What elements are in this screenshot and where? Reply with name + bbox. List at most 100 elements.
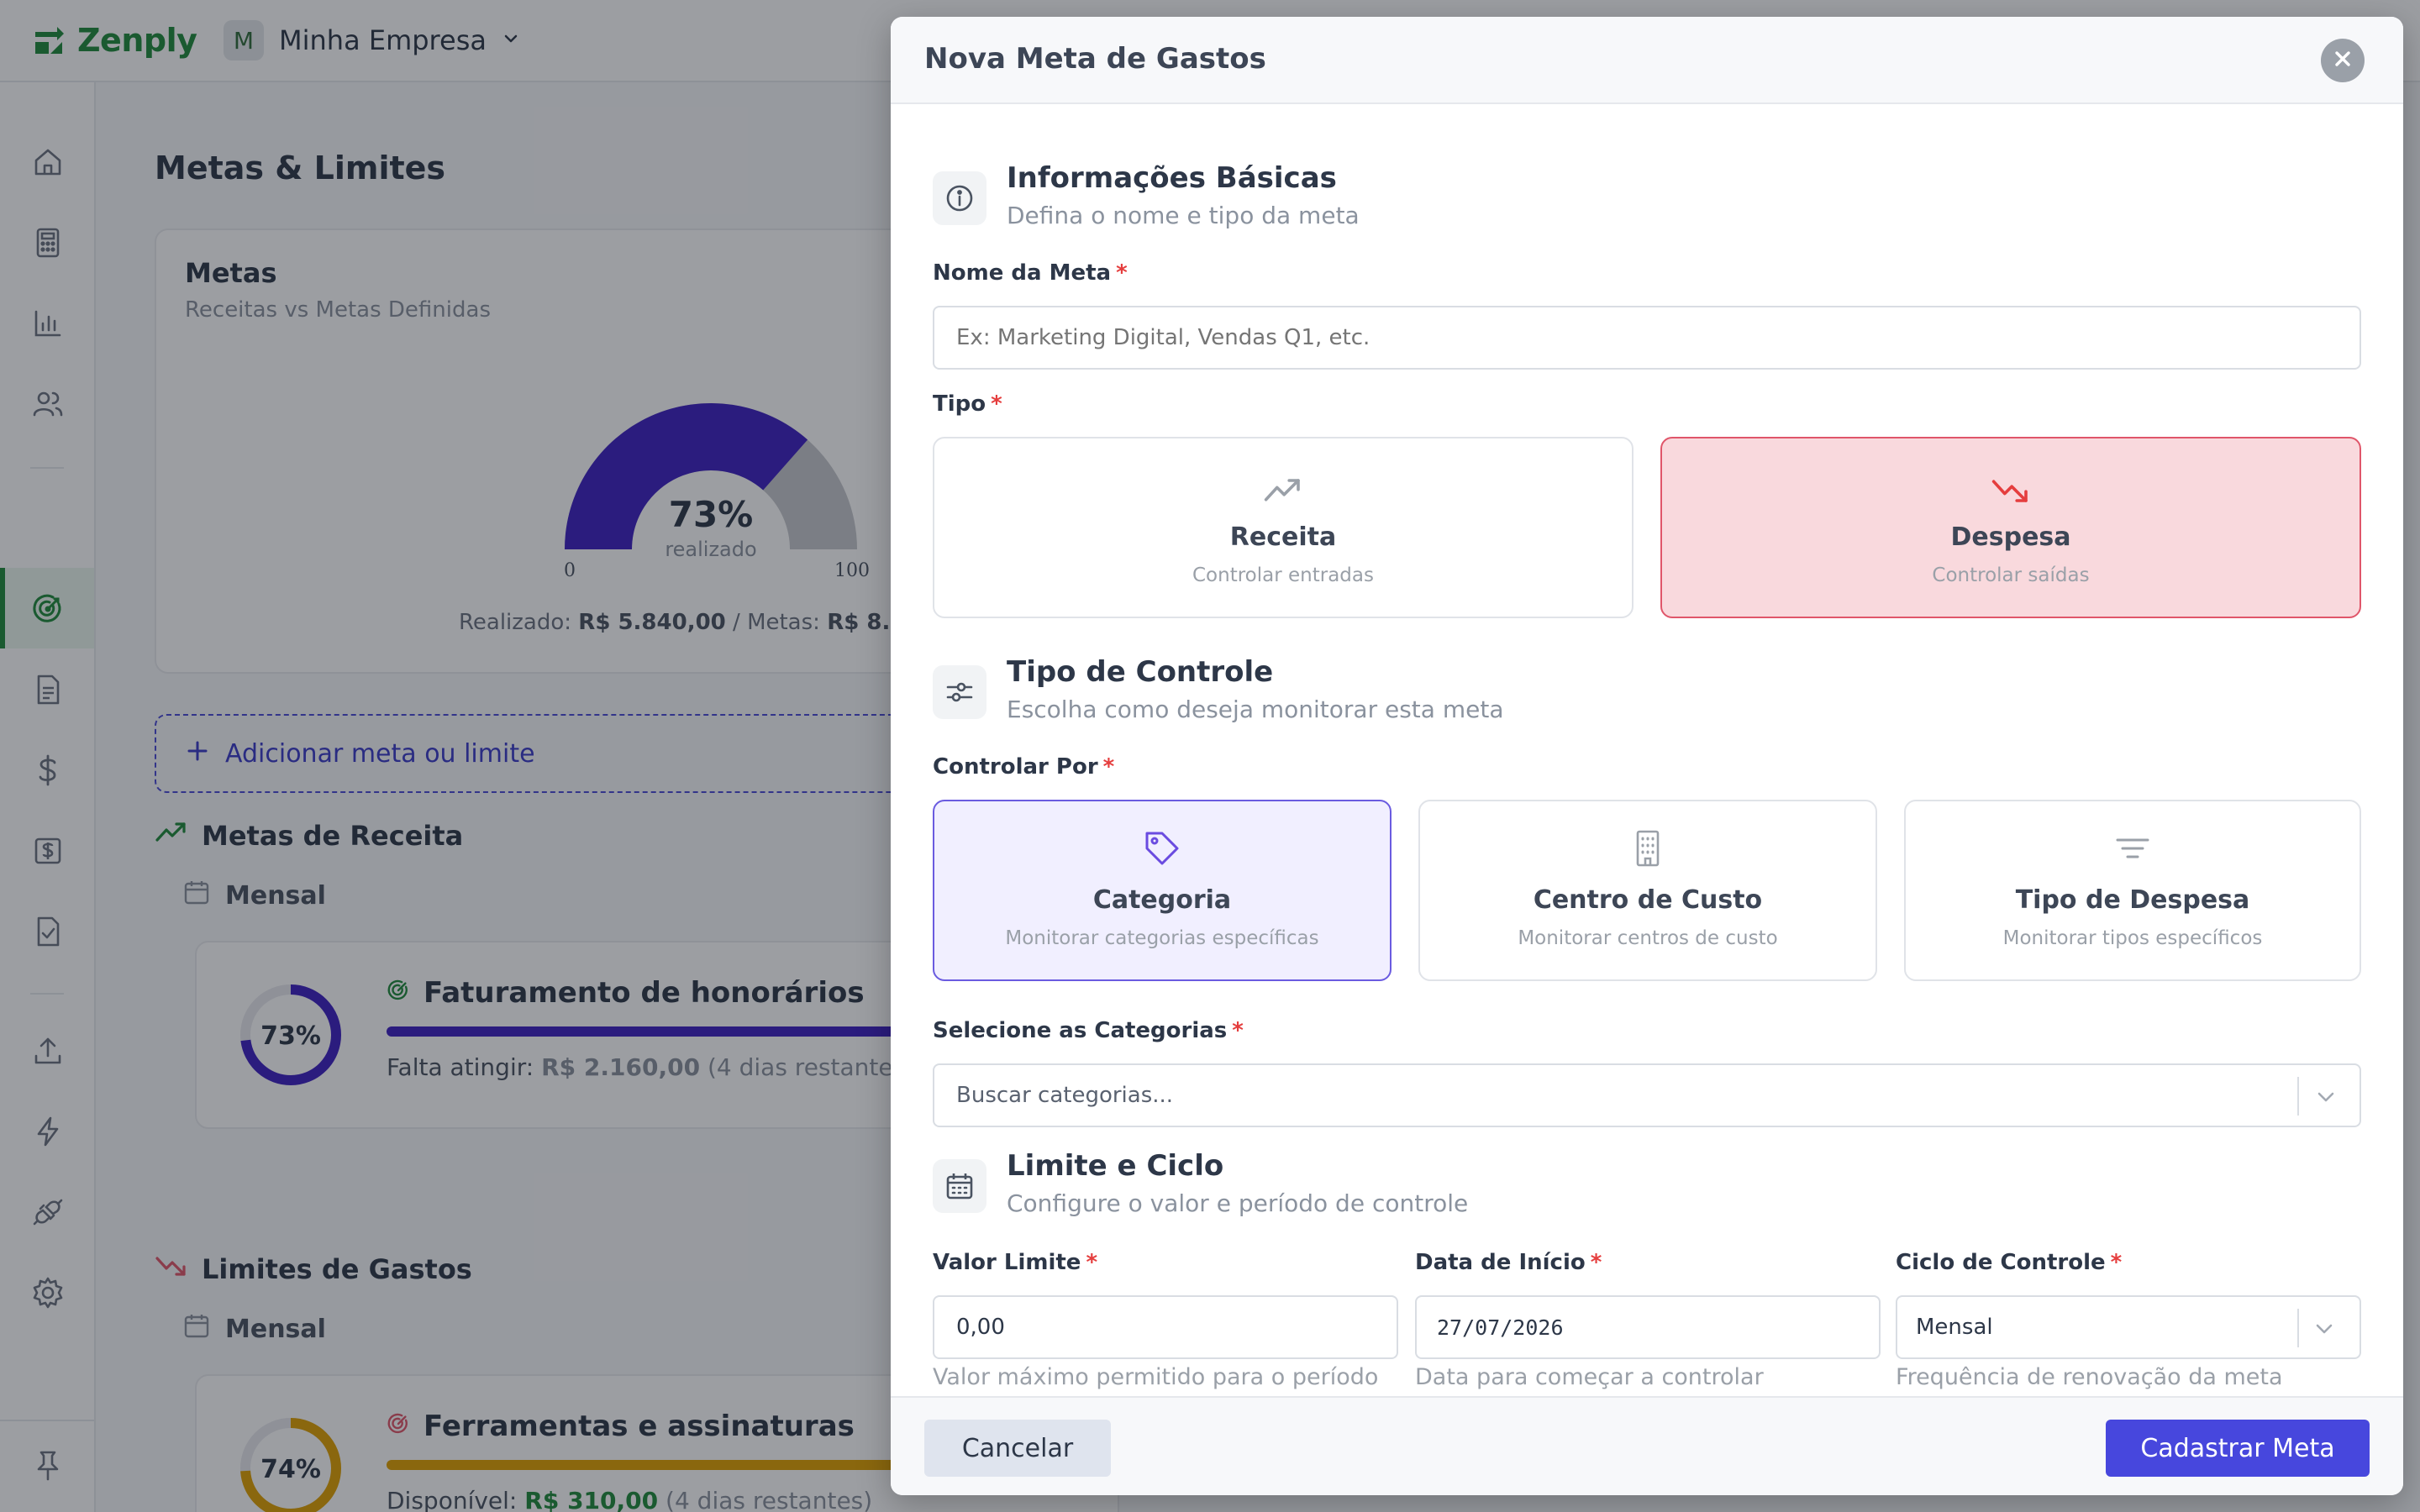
goal-foot-extra: (4 dias restantes) — [707, 1053, 915, 1081]
cancel-button[interactable]: Cancelar — [924, 1420, 1111, 1477]
start-date-label: Data de Início * — [1415, 1250, 1602, 1275]
app-logo[interactable]: Zenply — [32, 22, 197, 59]
type-option-title: Receita — [1229, 522, 1337, 552]
receipt-icon[interactable] — [29, 832, 67, 870]
limit-value-label-text: Valor Limite — [933, 1250, 1081, 1275]
bar-chart-icon[interactable] — [29, 304, 67, 343]
goal-footer: Falta atingir: R$ 2.160,00 (4 dias resta… — [387, 1053, 914, 1081]
start-date-input[interactable]: 27/07/2026 — [1415, 1295, 1881, 1359]
goal-name-label: Nome da Meta * — [933, 260, 1128, 286]
control-option-title: Categoria — [1092, 885, 1232, 915]
goals-card-subtitle: Receitas vs Metas Definidas — [185, 297, 491, 323]
type-option-expense[interactable]: Despesa Controlar saídas — [1660, 437, 2361, 618]
cycle-value: Mensal — [1916, 1315, 1993, 1340]
goal-name-input[interactable] — [933, 306, 2361, 370]
expense-section-title: Limites de Gastos — [202, 1253, 472, 1285]
summary-label-realized: Realizado: — [459, 610, 572, 635]
chevron-down-icon — [2314, 1085, 2338, 1115]
control-option-category[interactable]: Categoria Monitorar categorias específic… — [933, 800, 1392, 981]
users-icon[interactable] — [29, 385, 67, 423]
required-mark: * — [1086, 1250, 1098, 1275]
type-option-revenue[interactable]: Receita Controlar entradas — [933, 437, 1634, 618]
control-option-expense-type[interactable]: Tipo de Despesa Monitorar tipos específi… — [1904, 800, 2361, 981]
expense-section-header: Limites de Gastos — [155, 1253, 472, 1285]
goal-foot-value: R$ 310,00 — [524, 1487, 659, 1512]
goal-title: Faturamento de honorários — [424, 976, 865, 1010]
calculator-icon[interactable] — [29, 223, 67, 262]
company-switcher[interactable]: M Minha Empresa — [224, 20, 520, 60]
start-date-help: Data para começar a controlar — [1415, 1364, 1764, 1390]
basic-section-title: Informações Básicas — [1007, 161, 1337, 195]
progress-ring-fill — [240, 1418, 341, 1512]
gauge-min: 0 — [564, 560, 576, 581]
lightning-icon[interactable] — [29, 1112, 67, 1151]
gauge-max: 100 — [834, 560, 870, 581]
goal-foot-label: Disponível: — [387, 1487, 518, 1512]
target-icon[interactable] — [29, 590, 67, 628]
document-icon[interactable] — [29, 670, 67, 709]
type-option-subtitle: Controlar entradas — [1192, 564, 1374, 586]
tag-icon — [1140, 827, 1184, 870]
chevron-down-icon — [502, 29, 520, 51]
close-button[interactable] — [2321, 39, 2365, 82]
app-name: Zenply — [77, 22, 197, 59]
add-goal-button[interactable]: Adicionar meta ou limite — [155, 714, 1079, 793]
categories-select[interactable]: Buscar categorias... — [933, 1063, 2361, 1127]
limit-section-subtitle: Configure o valor e período de controle — [1007, 1189, 1469, 1217]
goal-foot-extra: (4 dias restantes) — [666, 1487, 873, 1512]
home-icon[interactable] — [29, 143, 67, 181]
start-date-value: 27/07/2026 — [1437, 1315, 1564, 1340]
progress-ring-fill — [240, 984, 341, 1085]
required-mark: * — [1590, 1250, 1602, 1275]
cycle-label-text: Ciclo de Controle — [1896, 1250, 2106, 1275]
cycle-help: Frequência de renovação da meta — [1896, 1364, 2283, 1390]
trending-down-icon — [155, 1253, 188, 1285]
calendar-icon — [183, 1312, 210, 1346]
target-icon — [387, 1410, 410, 1443]
control-by-label: Controlar Por * — [933, 754, 1114, 780]
revenue-section-header: Metas de Receita — [155, 820, 463, 852]
expense-period-header: Mensal — [183, 1312, 326, 1346]
dollar-icon[interactable] — [29, 751, 67, 790]
required-mark: * — [991, 391, 1002, 417]
close-icon — [2333, 49, 2353, 72]
company-name: Minha Empresa — [279, 24, 487, 56]
cycle-select[interactable]: Mensal — [1896, 1295, 2361, 1359]
control-by-label-text: Controlar Por — [933, 754, 1098, 780]
pin-icon[interactable] — [29, 1446, 67, 1485]
categories-label-text: Selecione as Categorias — [933, 1018, 1228, 1043]
company-avatar: M — [224, 20, 264, 60]
gear-icon[interactable] — [29, 1273, 67, 1312]
modal-title: Nova Meta de Gastos — [924, 42, 1266, 76]
summary-value-realized: R$ 5.840,00 — [578, 610, 726, 635]
submit-button[interactable]: Cadastrar Meta — [2106, 1420, 2370, 1477]
modal-footer: Cancelar Cadastrar Meta — [891, 1396, 2403, 1495]
checklist-icon[interactable] — [29, 912, 67, 951]
control-option-cost-center[interactable]: Centro de Custo Monitorar centros de cus… — [1418, 800, 1877, 981]
limit-value-input[interactable]: 0,00 — [933, 1295, 1398, 1359]
trending-up-icon — [155, 820, 188, 852]
sliders-icon — [933, 665, 986, 719]
sidebar-divider — [30, 467, 64, 469]
trending-up-icon — [1261, 469, 1305, 512]
building-icon — [1626, 827, 1670, 870]
filter-icon — [2111, 827, 2154, 870]
summary-separator: / — [733, 610, 740, 635]
trending-down-icon — [1989, 469, 2033, 512]
cycle-label: Ciclo de Controle * — [1896, 1250, 2122, 1275]
limit-section-title: Limite e Ciclo — [1007, 1149, 1224, 1183]
control-option-title: Tipo de Despesa — [2015, 885, 2250, 915]
gauge-caption: realizado — [665, 538, 756, 561]
upload-icon[interactable] — [29, 1032, 67, 1070]
goal-footer: Disponível: R$ 310,00 (4 dias restantes) — [387, 1487, 872, 1512]
type-label-text: Tipo — [933, 391, 986, 417]
plug-icon[interactable] — [29, 1193, 67, 1231]
plus-icon — [187, 739, 208, 769]
control-option-subtitle: Monitorar centros de custo — [1518, 927, 1778, 949]
control-section-title: Tipo de Controle — [1007, 655, 1274, 689]
gauge-summary: Realizado: R$ 5.840,00 / Metas: R$ 8.000 — [459, 610, 936, 635]
calendar-icon — [933, 1159, 986, 1213]
progress-ring: 74% — [240, 1418, 341, 1512]
control-section-subtitle: Escolha como deseja monitorar esta meta — [1007, 696, 1504, 723]
required-mark: * — [1232, 1018, 1244, 1043]
